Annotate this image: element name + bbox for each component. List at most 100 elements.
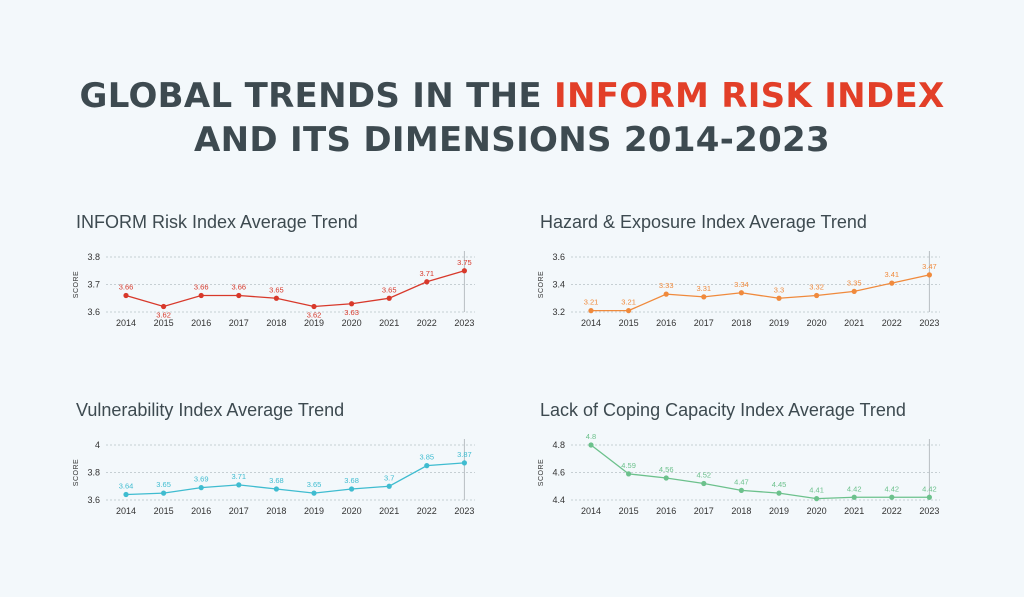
data-label: 3.35 bbox=[847, 278, 862, 287]
x-tick-label: 2023 bbox=[919, 318, 939, 328]
x-tick-label: 2018 bbox=[731, 318, 751, 328]
x-tick-label: 2018 bbox=[731, 506, 751, 516]
data-point bbox=[926, 494, 932, 500]
x-tick-label: 2020 bbox=[342, 506, 362, 516]
data-label: 3.68 bbox=[344, 476, 359, 485]
data-label: 3.68 bbox=[269, 476, 284, 485]
x-tick-label: 2018 bbox=[266, 506, 286, 516]
data-point bbox=[588, 442, 594, 448]
data-point bbox=[663, 291, 669, 297]
data-label: 4.42 bbox=[847, 484, 862, 493]
data-point bbox=[386, 295, 392, 301]
y-axis-label: SCORE bbox=[538, 459, 545, 486]
x-tick-label: 2014 bbox=[116, 318, 136, 328]
data-label: 3.65 bbox=[156, 480, 171, 489]
chart-hazard-exposure: SCORE 3.2 3.4 3.6 3.21 3.21 3.33 3.31 3.34 3.3 3.3… bbox=[538, 251, 940, 328]
series-line bbox=[125, 462, 465, 496]
x-tick-label: 2018 bbox=[266, 318, 286, 328]
series-line bbox=[125, 270, 465, 308]
data-label: 3.62 bbox=[156, 311, 171, 320]
chart-title-coping: Lack of Coping Capacity Index Average Tr… bbox=[540, 400, 906, 420]
data-label: 4.42 bbox=[922, 484, 937, 493]
data-point bbox=[273, 295, 279, 301]
data-point bbox=[626, 471, 632, 477]
data-label: 3.65 bbox=[269, 285, 284, 294]
data-label: 3.71 bbox=[231, 472, 246, 481]
y-tick-label: 4.4 bbox=[552, 495, 565, 505]
data-label: 3.32 bbox=[809, 283, 824, 292]
data-label: 3.31 bbox=[696, 284, 711, 293]
data-label: 3.69 bbox=[194, 475, 209, 484]
data-point bbox=[776, 295, 782, 301]
data-label: 3.65 bbox=[307, 480, 322, 489]
data-point bbox=[161, 303, 167, 310]
series-line bbox=[591, 274, 930, 312]
page-title-line-1: GLOBAL TRENDS IN THE INFORM RISK INDEX bbox=[0, 76, 1024, 116]
chart-vulnerability: SCORE 3.6 3.8 4 3.64 3.65 3.69 3.71 3.68 3.65 3.68… bbox=[73, 439, 475, 516]
x-tick-label: 2021 bbox=[844, 318, 864, 328]
x-tick-label: 2022 bbox=[882, 318, 902, 328]
data-label: 4.8 bbox=[586, 432, 596, 441]
x-tick-label: 2020 bbox=[807, 506, 827, 516]
y-tick-label: 3.7 bbox=[87, 280, 100, 290]
x-tick-label: 2017 bbox=[694, 506, 714, 516]
y-tick-label: 3.6 bbox=[87, 495, 100, 505]
data-label: 3.66 bbox=[119, 283, 134, 292]
y-axis-label: SCORE bbox=[73, 459, 80, 486]
data-point bbox=[588, 308, 594, 314]
data-label: 3.87 bbox=[457, 450, 472, 459]
data-label: 3.66 bbox=[231, 283, 246, 292]
data-label: 4.42 bbox=[884, 484, 899, 493]
x-tick-label: 2023 bbox=[454, 506, 474, 516]
data-label: 3.33 bbox=[659, 281, 674, 290]
series-line bbox=[590, 444, 930, 500]
data-label: 3.3 bbox=[774, 285, 784, 294]
data-point bbox=[701, 294, 707, 300]
x-tick-label: 2016 bbox=[656, 318, 676, 328]
data-label: 4.41 bbox=[809, 486, 824, 495]
data-point bbox=[738, 290, 744, 296]
x-tick-label: 2016 bbox=[656, 506, 676, 516]
data-label: 3.85 bbox=[419, 453, 434, 462]
data-label: 3.34 bbox=[734, 280, 749, 289]
x-tick-label: 2020 bbox=[342, 318, 362, 328]
data-point bbox=[123, 491, 129, 498]
y-tick-label: 3.8 bbox=[87, 468, 100, 478]
y-tick-label: 4 bbox=[95, 440, 100, 450]
data-label: 4.45 bbox=[772, 480, 787, 489]
x-tick-label: 2017 bbox=[694, 318, 714, 328]
data-point bbox=[851, 494, 857, 500]
x-tick-label: 2020 bbox=[807, 318, 827, 328]
title-prefix: GLOBAL TRENDS IN THE bbox=[79, 76, 555, 116]
x-tick-label: 2014 bbox=[581, 506, 601, 516]
data-point bbox=[461, 268, 467, 274]
page-title-line-2: AND ITS DIMENSIONS 2014-2023 bbox=[194, 120, 830, 160]
data-point bbox=[814, 496, 820, 502]
x-tick-label: 2021 bbox=[379, 318, 399, 328]
data-point bbox=[311, 490, 317, 496]
x-tick-label: 2014 bbox=[581, 318, 601, 328]
x-tick-label: 2023 bbox=[919, 506, 939, 516]
x-tick-label: 2017 bbox=[229, 506, 249, 516]
y-tick-label: 4.8 bbox=[552, 440, 565, 450]
x-tick-label: 2015 bbox=[619, 506, 639, 516]
x-tick-label: 2019 bbox=[304, 506, 324, 516]
data-label: 4.59 bbox=[621, 461, 636, 470]
y-tick-label: 3.4 bbox=[552, 280, 565, 290]
x-tick-label: 2019 bbox=[304, 318, 324, 328]
data-point bbox=[349, 301, 355, 307]
chart-risk-index: SCORE 3.6 3.7 3.8 3.66 3.62 3.66 3.66 3.65 3.62 3.… bbox=[73, 251, 475, 328]
data-point bbox=[198, 292, 204, 299]
x-tick-label: 2022 bbox=[417, 318, 437, 328]
data-point bbox=[776, 490, 782, 496]
data-point bbox=[161, 490, 167, 496]
y-tick-label: 3.6 bbox=[552, 252, 565, 262]
chart-title-hazard: Hazard & Exposure Index Average Trend bbox=[540, 212, 867, 232]
y-axis-label: SCORE bbox=[538, 271, 545, 298]
y-tick-label: 4.6 bbox=[552, 468, 565, 478]
data-point bbox=[273, 486, 279, 492]
data-point bbox=[311, 303, 317, 310]
data-point bbox=[626, 308, 632, 314]
data-label: 3.64 bbox=[119, 482, 134, 491]
data-label: 3.7 bbox=[384, 473, 394, 482]
